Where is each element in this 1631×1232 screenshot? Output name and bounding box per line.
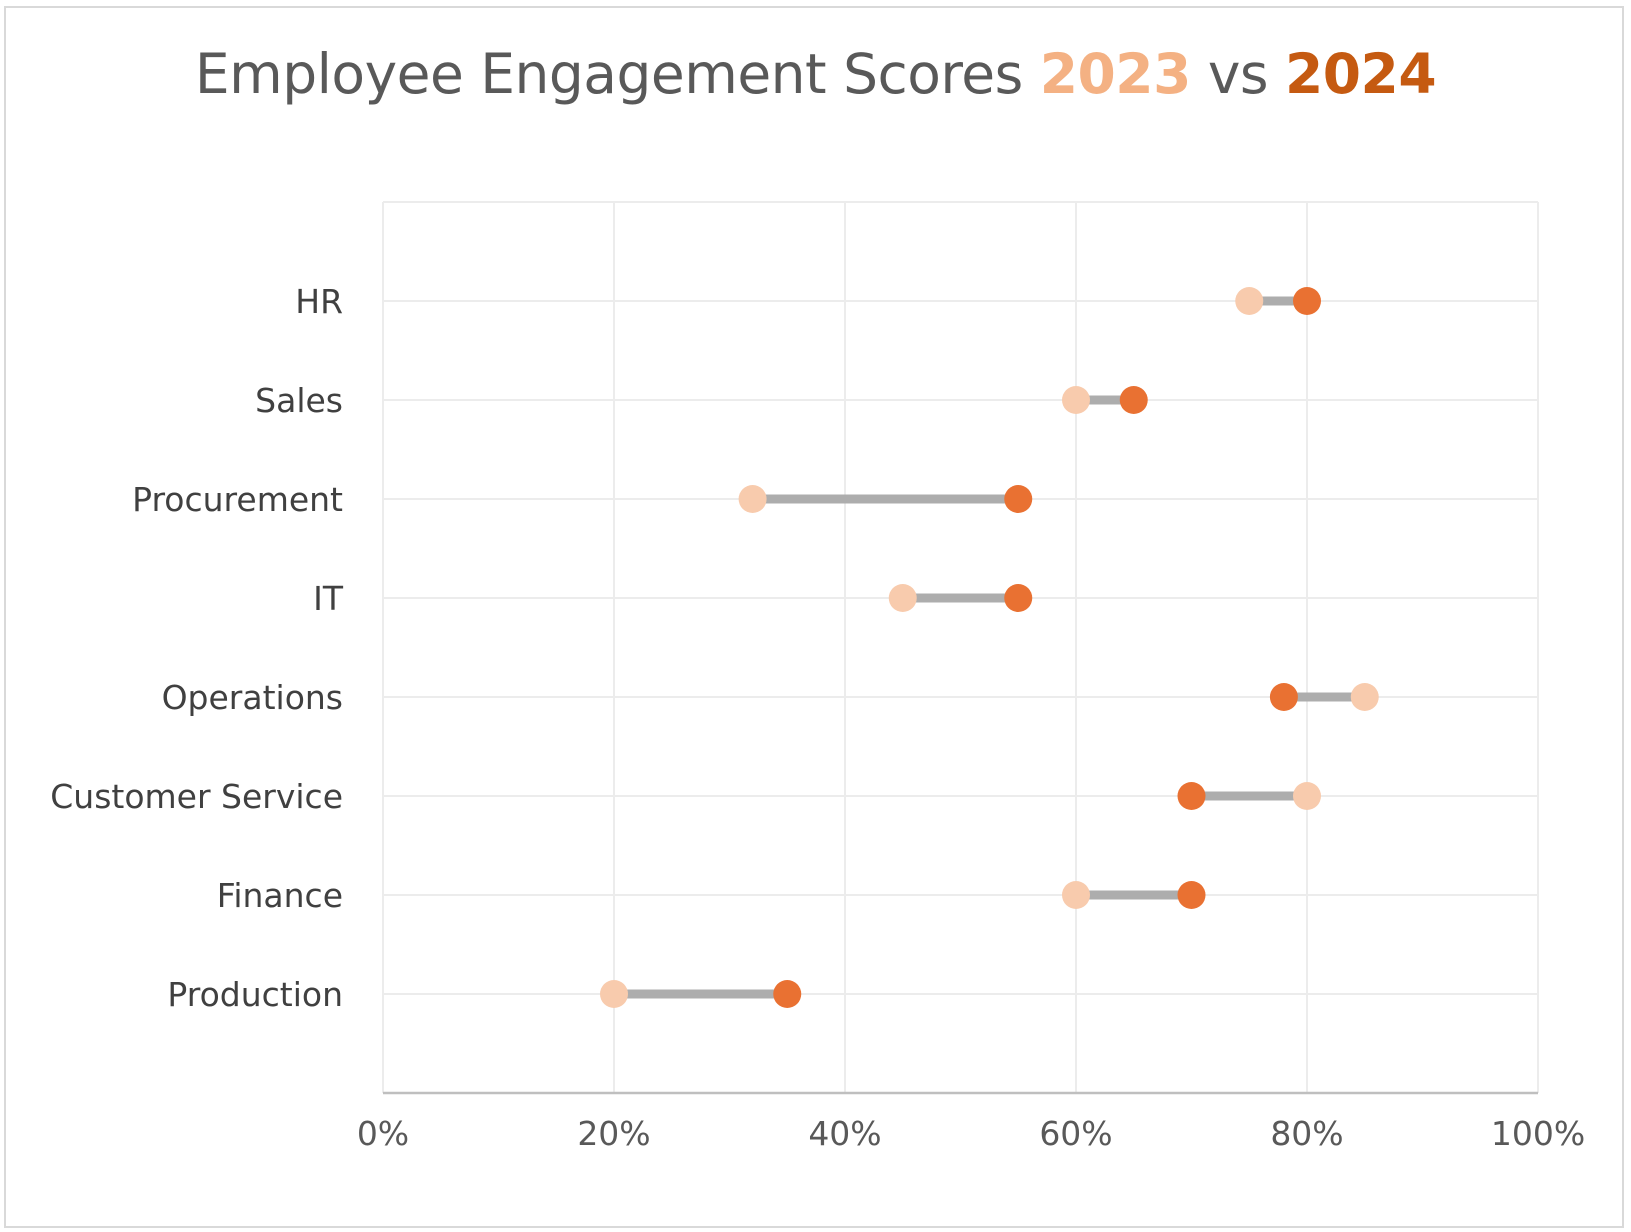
chart-frame [4,6,1624,1228]
category-label: Production [167,975,343,1014]
point-2024 [1004,584,1033,612]
chart-title-prefix: Employee Engagement Scores [194,42,1040,106]
point-2024 [1293,287,1321,315]
point-2023 [1235,287,1264,315]
x-tick-label: 80% [1270,1114,1343,1153]
chart-title-2023: 2023 [1039,42,1192,106]
category-label: IT [313,579,344,618]
point-2024 [1269,683,1298,711]
category-label: Procurement [132,480,343,519]
chart-title-middle: vs [1190,42,1286,106]
point-2023 [600,980,628,1008]
marks-layer [600,287,1379,1008]
chart-title: Employee Engagement Scores 2023 vs 2024 [0,42,1631,106]
category-label: Customer Service [50,777,343,816]
chart-title-2024: 2024 [1285,42,1437,106]
point-2023 [1062,386,1090,414]
x-tick-label: 20% [577,1114,650,1153]
point-2024 [1177,881,1206,909]
x-tick-label: 40% [808,1114,881,1153]
category-label: Sales [255,381,343,420]
point-2023 [1293,782,1321,810]
point-2023 [1350,683,1379,711]
category-label: Operations [162,678,343,717]
point-2024 [1177,782,1206,810]
x-tick-label: 0% [357,1114,409,1153]
point-2023 [888,584,917,612]
point-2023 [738,485,767,513]
category-label: HR [295,282,343,321]
point-2024 [773,980,802,1008]
label-layer: 0% 20% 40% 60% 80% 100% HR Sales Procurement IT Op… [50,282,1585,1153]
x-tick-label: 100% [1491,1114,1585,1153]
point-2024 [1119,386,1148,414]
x-tick-label: 60% [1039,1114,1112,1153]
category-label: Finance [217,876,343,915]
point-2024 [1004,485,1033,513]
point-2023 [1062,881,1090,909]
grid-layer [382,201,1539,1093]
